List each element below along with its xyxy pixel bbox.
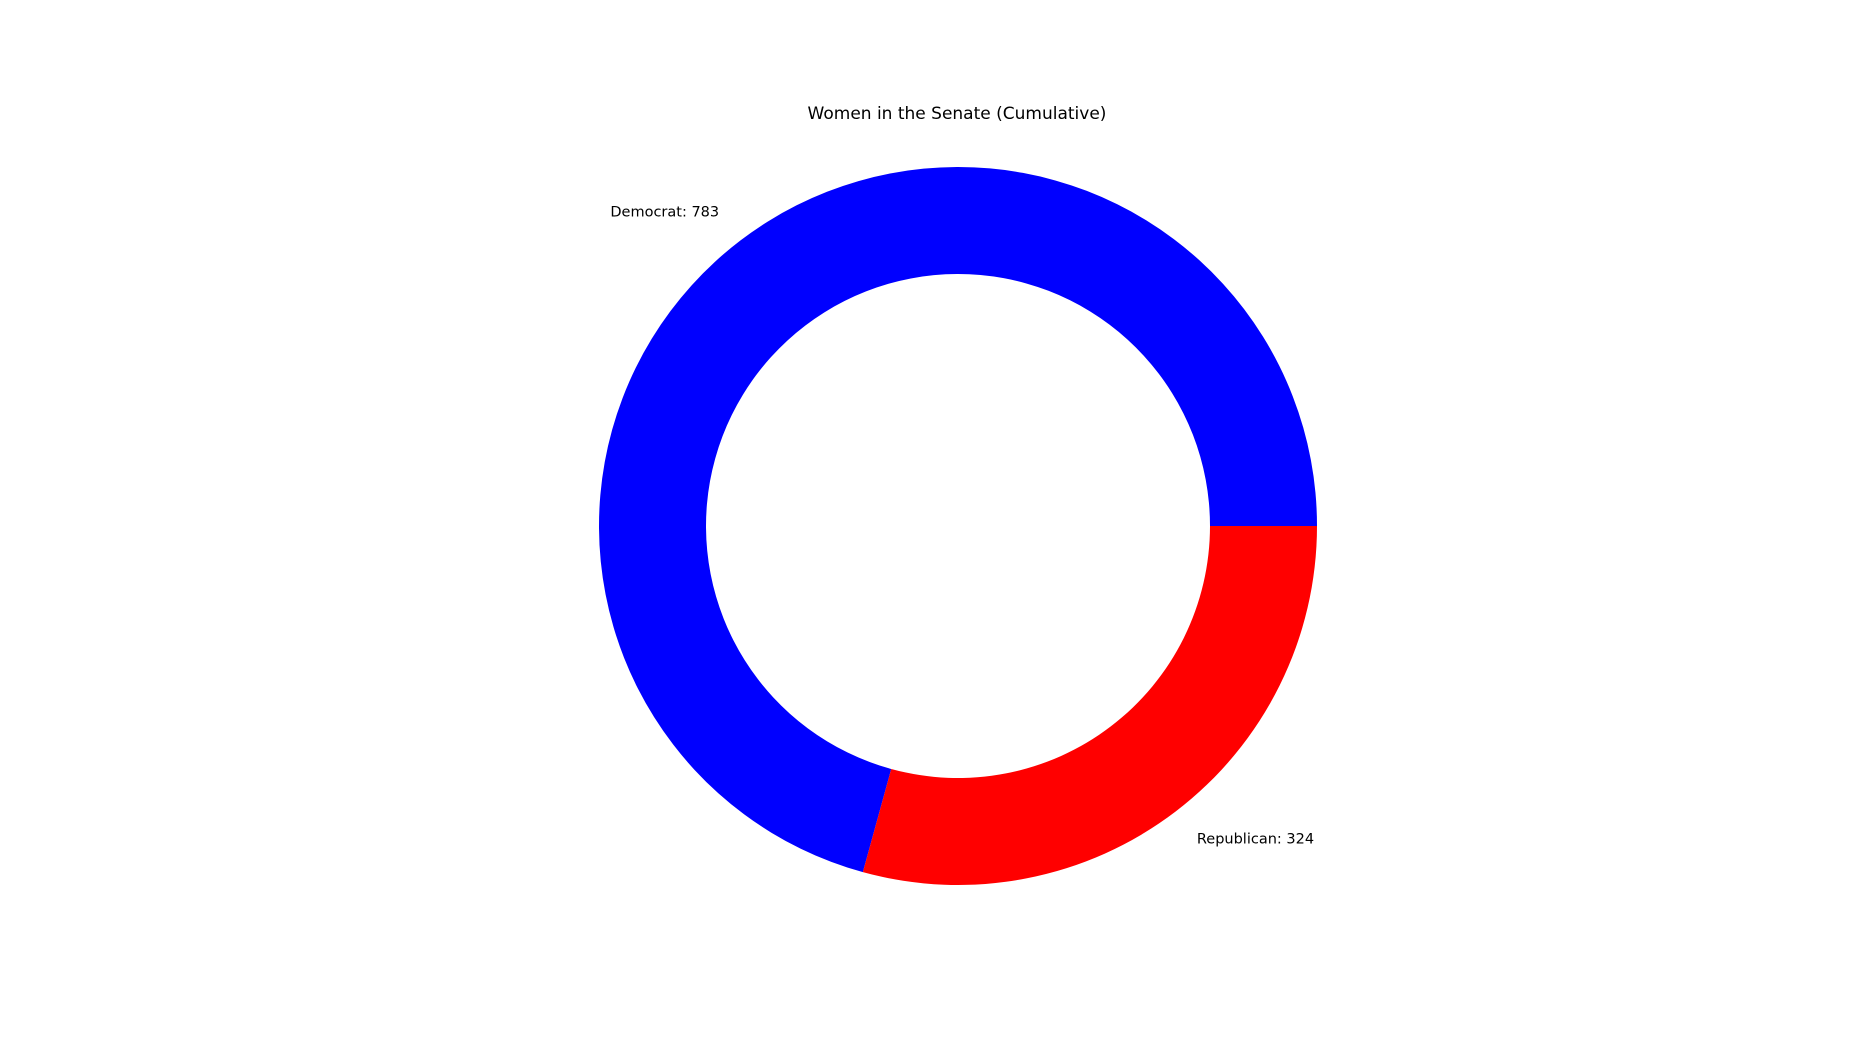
chart-title: Women in the Senate (Cumulative) xyxy=(808,104,1107,124)
slice-label-democrat: Democrat: 783 xyxy=(610,205,719,221)
slice-label-republican: Republican: 324 xyxy=(1197,831,1314,847)
